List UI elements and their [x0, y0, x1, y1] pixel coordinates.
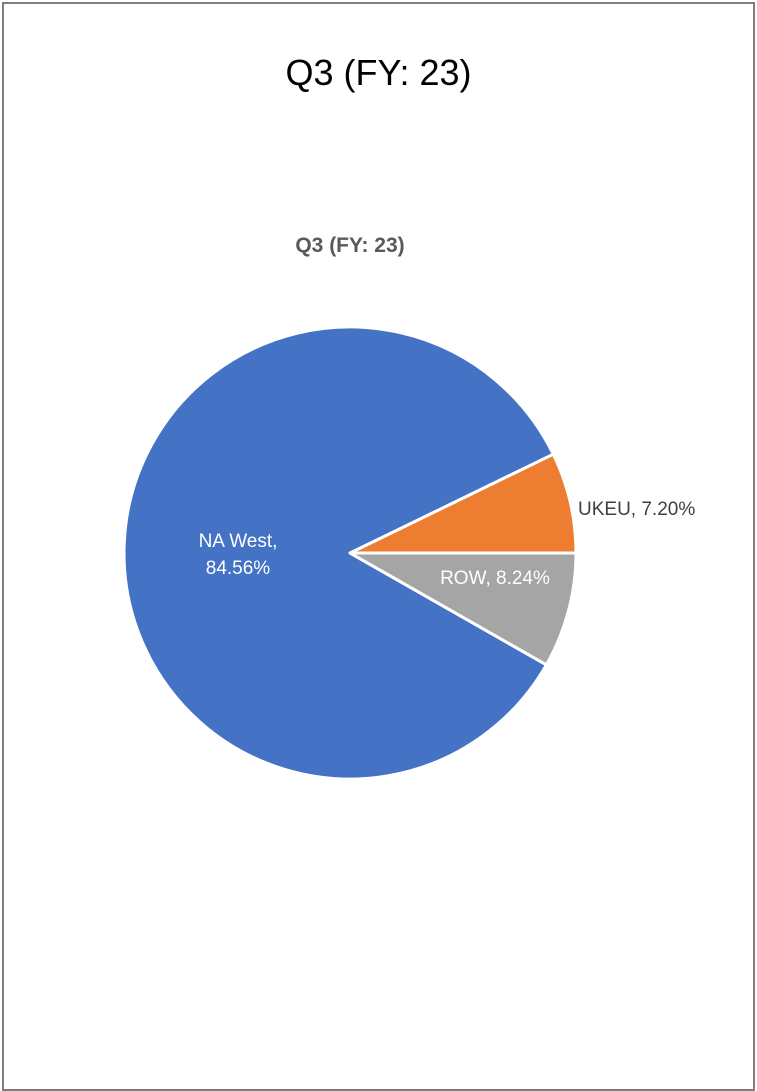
slice-label-na-west: NA West, 84.56%	[199, 531, 278, 579]
slice-label-row: ROW, 8.24%	[440, 568, 550, 589]
pie-slices	[122, 325, 578, 781]
pie-slice-row	[348, 551, 578, 667]
pie-slice-ukeu	[348, 452, 578, 555]
pie-labels: UKEU, 7.20% NA West, 84.56% ROW, 8.24%	[199, 499, 696, 589]
slice-label-ukeu: UKEU, 7.20%	[578, 499, 695, 520]
chart-title: Q3 (FY: 23)	[295, 234, 404, 257]
pie-slice-na-west	[122, 325, 555, 781]
page-title: Q3 (FY: 23)	[285, 52, 472, 93]
